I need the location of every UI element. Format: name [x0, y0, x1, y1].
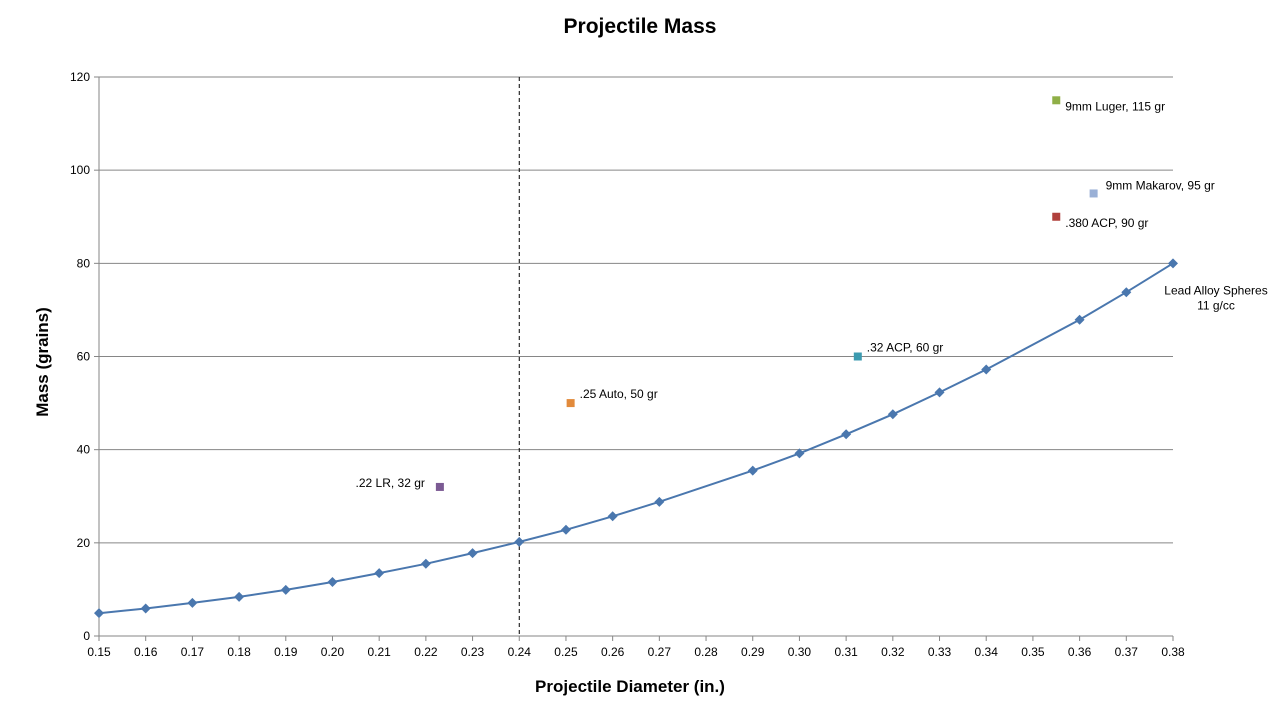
lead-alloy-diamond-marker: [94, 608, 104, 619]
cartridge-marker: [435, 482, 444, 491]
lead-alloy-density-label: 11 g/cc: [1197, 298, 1235, 312]
x-tick-label: 0.26: [601, 645, 625, 659]
x-tick-label: 0.17: [181, 645, 205, 659]
lead-alloy-diamond-marker: [140, 603, 151, 614]
y-tick-label: 40: [77, 443, 91, 457]
x-tick-label: 0.36: [1068, 645, 1092, 659]
x-tick-label: 0.29: [741, 645, 765, 659]
lead-alloy-diamond-marker: [467, 548, 478, 559]
gridlines: [99, 76, 1173, 544]
axes: 0 20 40 60 80 100 120 0.15 0.16 0.17 0.18 0.19 0.20 0…: [70, 70, 1185, 659]
x-tick-label: 0.18: [227, 645, 251, 659]
lead-alloy-diamond-marker: [841, 429, 852, 440]
lead-alloy-diamond-marker: [327, 576, 338, 587]
y-tick-label: 120: [70, 70, 90, 84]
cartridge-marker: [566, 399, 575, 408]
x-tick-label: 0.25: [554, 645, 578, 659]
lead-alloy-series-label: Lead Alloy Spheres: [1164, 283, 1267, 297]
x-tick-label: 0.34: [975, 645, 999, 659]
lead-alloy-diamond-marker: [374, 568, 385, 579]
x-tick-label: 0.21: [367, 645, 391, 659]
cartridge-marker: [1089, 189, 1098, 198]
cartridge-label: .25 Auto, 50 gr: [580, 387, 658, 401]
x-tick-label: 0.23: [461, 645, 485, 659]
x-axis-title: Projectile Diameter (in.): [535, 677, 725, 696]
cartridge-label: 9mm Luger, 115 gr: [1065, 99, 1165, 113]
cartridge-marker: [853, 352, 862, 361]
lead-alloy-diamond-marker: [747, 465, 758, 476]
x-tick-label: 0.15: [87, 645, 111, 659]
lead-alloy-curve-line: [98, 262, 1174, 615]
x-tick-label: 0.35: [1021, 645, 1045, 659]
x-tick-label: 0.27: [648, 645, 672, 659]
x-tick-label: 0.24: [508, 645, 532, 659]
chart-title: Projectile Mass: [564, 15, 717, 38]
cartridge-label: .32 ACP, 60 gr: [867, 341, 944, 355]
cartridge-marker: [1052, 96, 1061, 105]
x-tick-label: 0.30: [788, 645, 812, 659]
x-tick-label: 0.20: [321, 645, 345, 659]
y-tick-label: 80: [77, 256, 91, 270]
lead-alloy-diamond-marker: [1168, 258, 1178, 269]
y-tick-label: 0: [83, 629, 90, 643]
y-axis-title: Mass (grains): [33, 307, 52, 417]
lead-alloy-diamond-marker: [187, 597, 198, 608]
x-tick-label: 0.32: [881, 645, 905, 659]
lead-alloy-diamond-marker: [607, 511, 618, 522]
cartridge-label: 9mm Makarov, 95 gr: [1106, 178, 1215, 192]
y-tick-label: 60: [77, 350, 91, 364]
y-tick-label: 20: [77, 536, 91, 550]
lead-alloy-diamond-marker: [420, 558, 431, 569]
x-tick-label: 0.19: [274, 645, 298, 659]
lead-alloy-diamond-marker: [981, 364, 992, 375]
lead-alloy-diamond-marker: [234, 591, 245, 602]
x-tick-label: 0.37: [1115, 645, 1139, 659]
y-tick-label: 100: [70, 163, 90, 177]
lead-alloy-diamond-marker: [887, 409, 898, 420]
cartridge-marker: [1052, 212, 1061, 221]
x-tick-label: 0.31: [834, 645, 858, 659]
lead-alloy-diamond-marker: [514, 536, 525, 547]
lead-alloy-diamond-marker: [934, 387, 945, 398]
x-tick-label: 0.16: [134, 645, 158, 659]
cartridge-label: .380 ACP, 90 gr: [1065, 216, 1148, 230]
lead-alloy-diamond-marker: [794, 448, 805, 459]
lead-alloy-diamond-marker: [280, 584, 291, 595]
x-tick-label: 0.33: [928, 645, 952, 659]
lead-alloy-diamond-marker: [654, 496, 665, 507]
lead-alloy-diamond-marker: [1074, 314, 1085, 325]
x-tick-label: 0.22: [414, 645, 438, 659]
lead-alloy-diamond-marker: [560, 524, 571, 535]
cartridge-points: .22 LR, 32 gr .25 Auto, 50 gr .32 ACP, 60 …: [356, 96, 1215, 491]
cartridge-label: .22 LR, 32 gr: [356, 476, 425, 490]
x-tick-label: 0.28: [694, 645, 718, 659]
lead-alloy-diamond-marker: [1121, 287, 1132, 298]
x-tick-label: 0.38: [1161, 645, 1185, 659]
